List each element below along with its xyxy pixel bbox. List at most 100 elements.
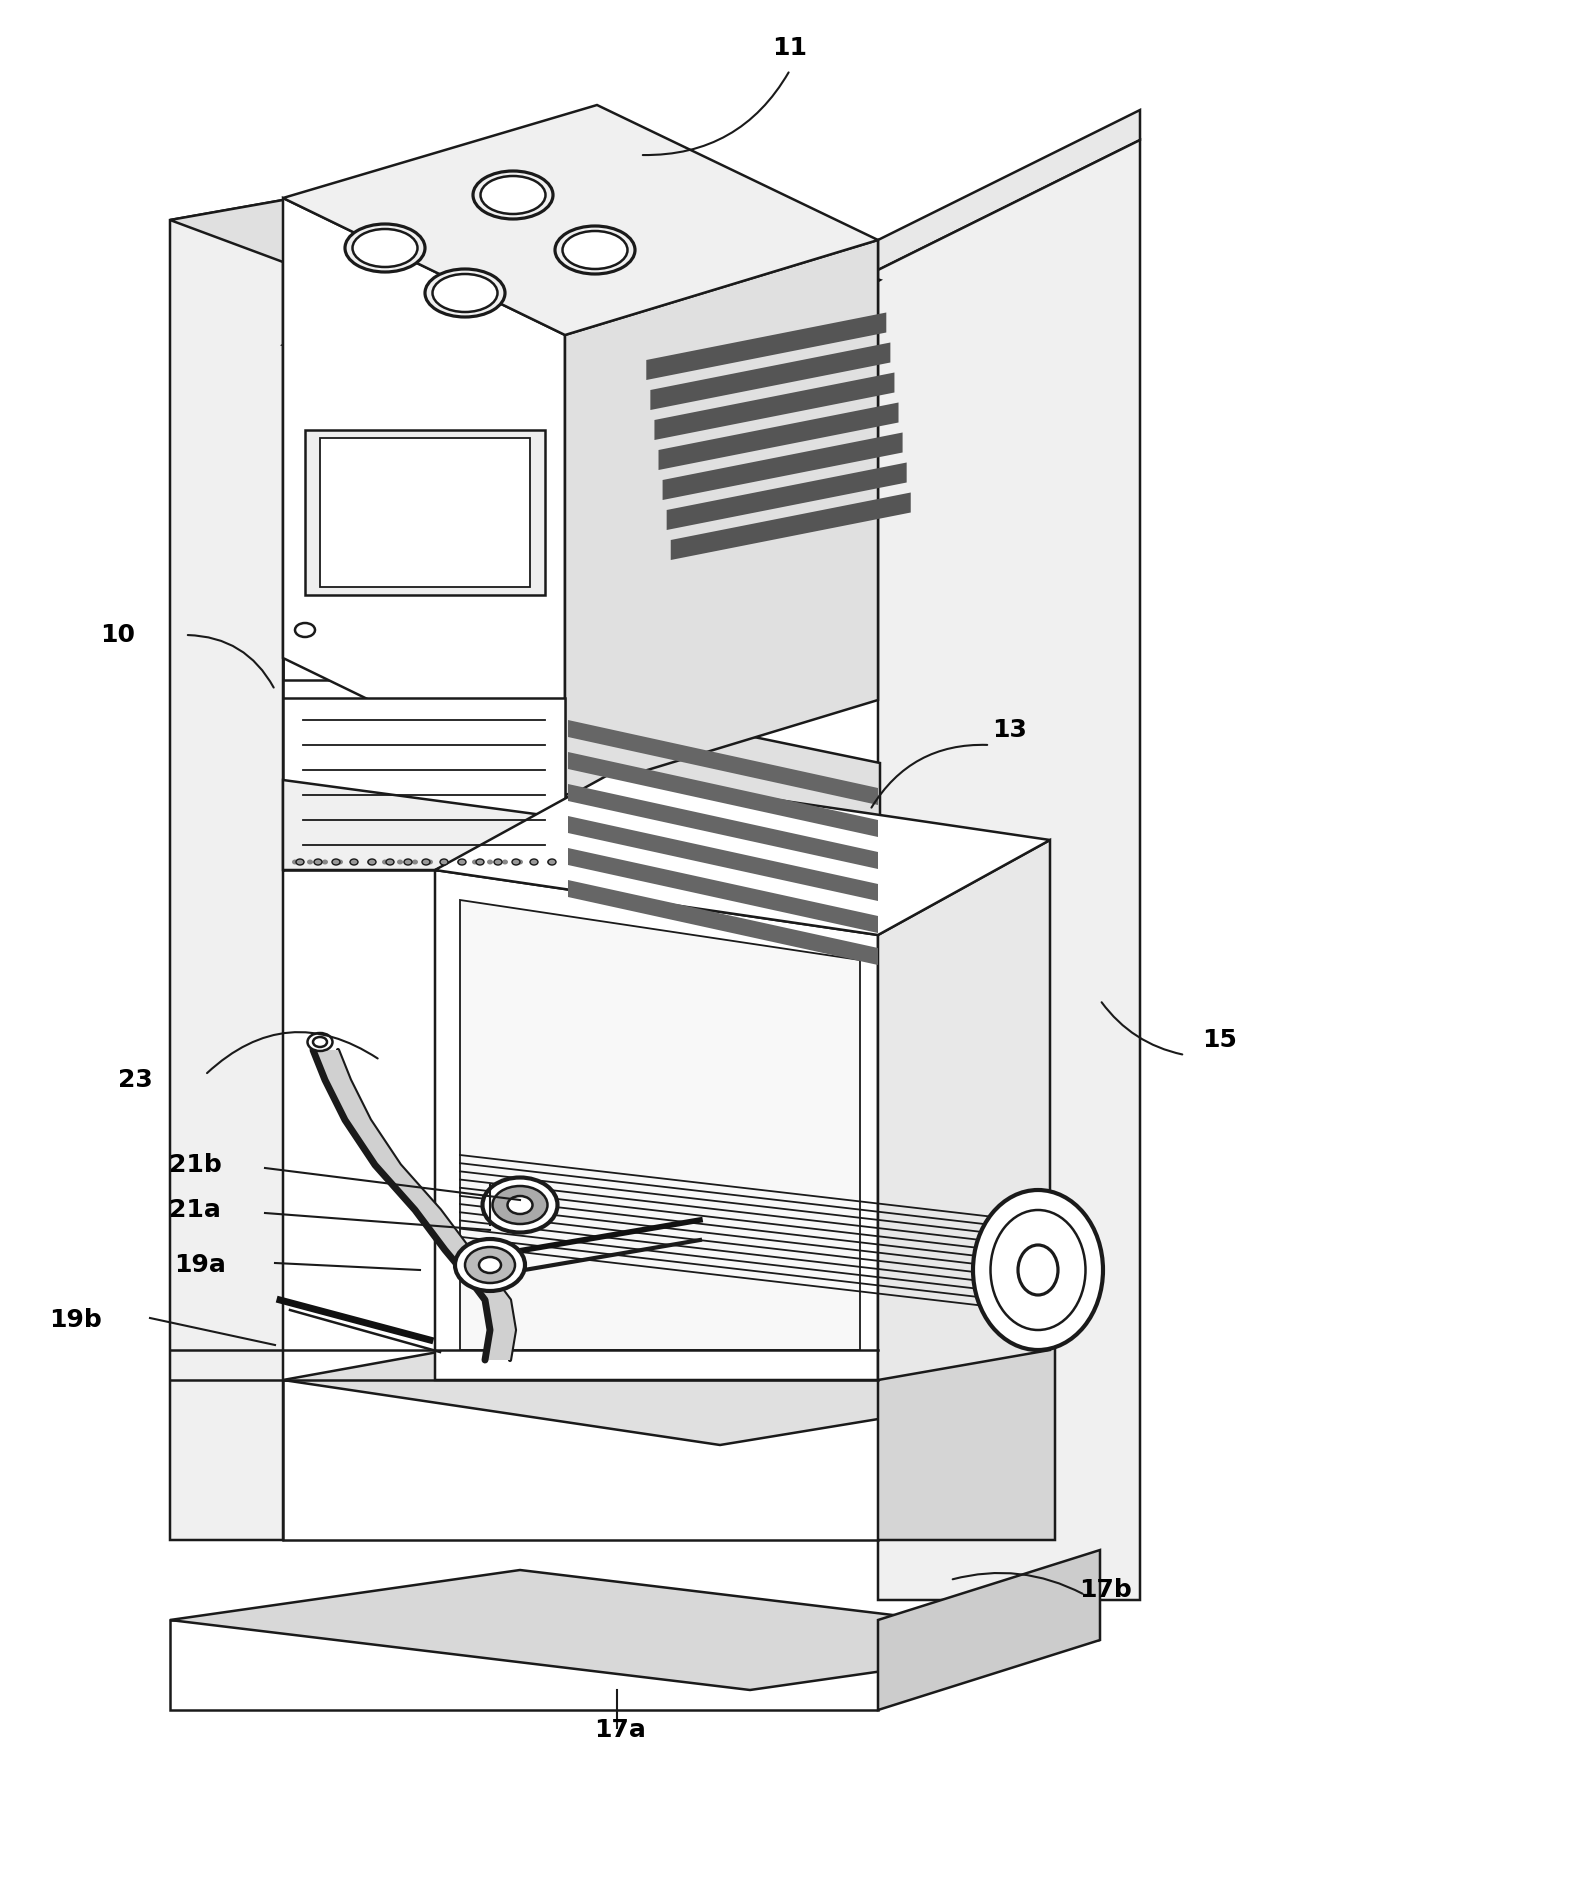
Ellipse shape <box>412 859 419 864</box>
Ellipse shape <box>368 859 376 864</box>
Ellipse shape <box>397 859 403 864</box>
Polygon shape <box>567 880 878 965</box>
Polygon shape <box>283 345 570 680</box>
Ellipse shape <box>472 171 553 219</box>
Polygon shape <box>672 493 910 560</box>
Polygon shape <box>667 463 907 529</box>
Polygon shape <box>171 1620 878 1710</box>
Ellipse shape <box>547 859 553 864</box>
Text: 15: 15 <box>1202 1028 1237 1053</box>
Polygon shape <box>878 141 1141 1599</box>
Ellipse shape <box>322 859 329 864</box>
Polygon shape <box>646 312 886 381</box>
Ellipse shape <box>314 859 322 864</box>
Ellipse shape <box>507 1196 532 1215</box>
Polygon shape <box>659 402 899 470</box>
Ellipse shape <box>555 227 635 274</box>
Ellipse shape <box>548 859 556 864</box>
Ellipse shape <box>404 859 412 864</box>
Polygon shape <box>283 699 566 870</box>
Ellipse shape <box>308 1034 332 1051</box>
Polygon shape <box>171 200 430 274</box>
Ellipse shape <box>352 228 417 267</box>
Ellipse shape <box>487 859 493 864</box>
Ellipse shape <box>422 859 430 864</box>
Polygon shape <box>566 240 878 796</box>
Ellipse shape <box>386 859 393 864</box>
Polygon shape <box>283 198 566 796</box>
Ellipse shape <box>991 1211 1085 1331</box>
Ellipse shape <box>458 859 466 864</box>
Text: 17a: 17a <box>594 1717 646 1742</box>
Polygon shape <box>305 430 545 594</box>
Ellipse shape <box>367 859 373 864</box>
Ellipse shape <box>973 1190 1103 1350</box>
Ellipse shape <box>465 1247 515 1283</box>
Text: 13: 13 <box>992 718 1027 743</box>
Polygon shape <box>567 752 878 838</box>
Ellipse shape <box>295 859 303 864</box>
Ellipse shape <box>337 859 343 864</box>
Polygon shape <box>567 720 878 805</box>
Ellipse shape <box>439 859 449 864</box>
Ellipse shape <box>529 859 539 864</box>
Ellipse shape <box>425 268 506 316</box>
Ellipse shape <box>344 225 425 272</box>
Polygon shape <box>566 699 880 935</box>
Polygon shape <box>171 1571 1100 1691</box>
Ellipse shape <box>562 230 627 268</box>
Ellipse shape <box>427 859 433 864</box>
Polygon shape <box>460 901 860 1350</box>
Ellipse shape <box>502 859 509 864</box>
Ellipse shape <box>307 859 313 864</box>
Text: 23: 23 <box>117 1068 152 1093</box>
Polygon shape <box>662 432 902 501</box>
Polygon shape <box>283 1319 1055 1445</box>
Polygon shape <box>567 847 878 933</box>
Polygon shape <box>435 870 878 1380</box>
Ellipse shape <box>493 1186 548 1224</box>
Ellipse shape <box>292 859 299 864</box>
Ellipse shape <box>495 859 502 864</box>
Ellipse shape <box>517 859 523 864</box>
Polygon shape <box>321 438 529 586</box>
Text: 19b: 19b <box>49 1308 101 1333</box>
Polygon shape <box>283 177 880 447</box>
Polygon shape <box>283 781 566 870</box>
Polygon shape <box>283 1380 878 1540</box>
Polygon shape <box>878 1310 1055 1540</box>
Ellipse shape <box>313 1038 327 1047</box>
Polygon shape <box>567 817 878 901</box>
Polygon shape <box>435 775 1051 935</box>
Ellipse shape <box>442 859 449 864</box>
Text: 17b: 17b <box>1079 1578 1131 1601</box>
Ellipse shape <box>455 1240 525 1291</box>
Polygon shape <box>878 110 1141 270</box>
Ellipse shape <box>532 859 539 864</box>
Polygon shape <box>567 784 878 868</box>
Polygon shape <box>651 343 891 409</box>
Ellipse shape <box>435 288 495 308</box>
Ellipse shape <box>1018 1245 1059 1295</box>
Ellipse shape <box>479 1257 501 1274</box>
Ellipse shape <box>356 244 416 263</box>
Text: 19a: 19a <box>174 1253 226 1278</box>
Ellipse shape <box>433 274 498 312</box>
Ellipse shape <box>457 859 463 864</box>
Polygon shape <box>313 1049 515 1359</box>
Ellipse shape <box>352 859 359 864</box>
Ellipse shape <box>472 859 479 864</box>
Ellipse shape <box>512 859 520 864</box>
Polygon shape <box>878 840 1051 1380</box>
Polygon shape <box>654 373 894 440</box>
Polygon shape <box>878 1550 1100 1710</box>
Ellipse shape <box>295 623 314 638</box>
Text: 21b: 21b <box>169 1154 221 1177</box>
Text: 10: 10 <box>101 623 136 647</box>
Polygon shape <box>283 105 878 335</box>
Ellipse shape <box>566 246 626 265</box>
Ellipse shape <box>483 190 544 209</box>
Ellipse shape <box>476 859 483 864</box>
Polygon shape <box>171 200 283 1540</box>
Ellipse shape <box>351 859 359 864</box>
